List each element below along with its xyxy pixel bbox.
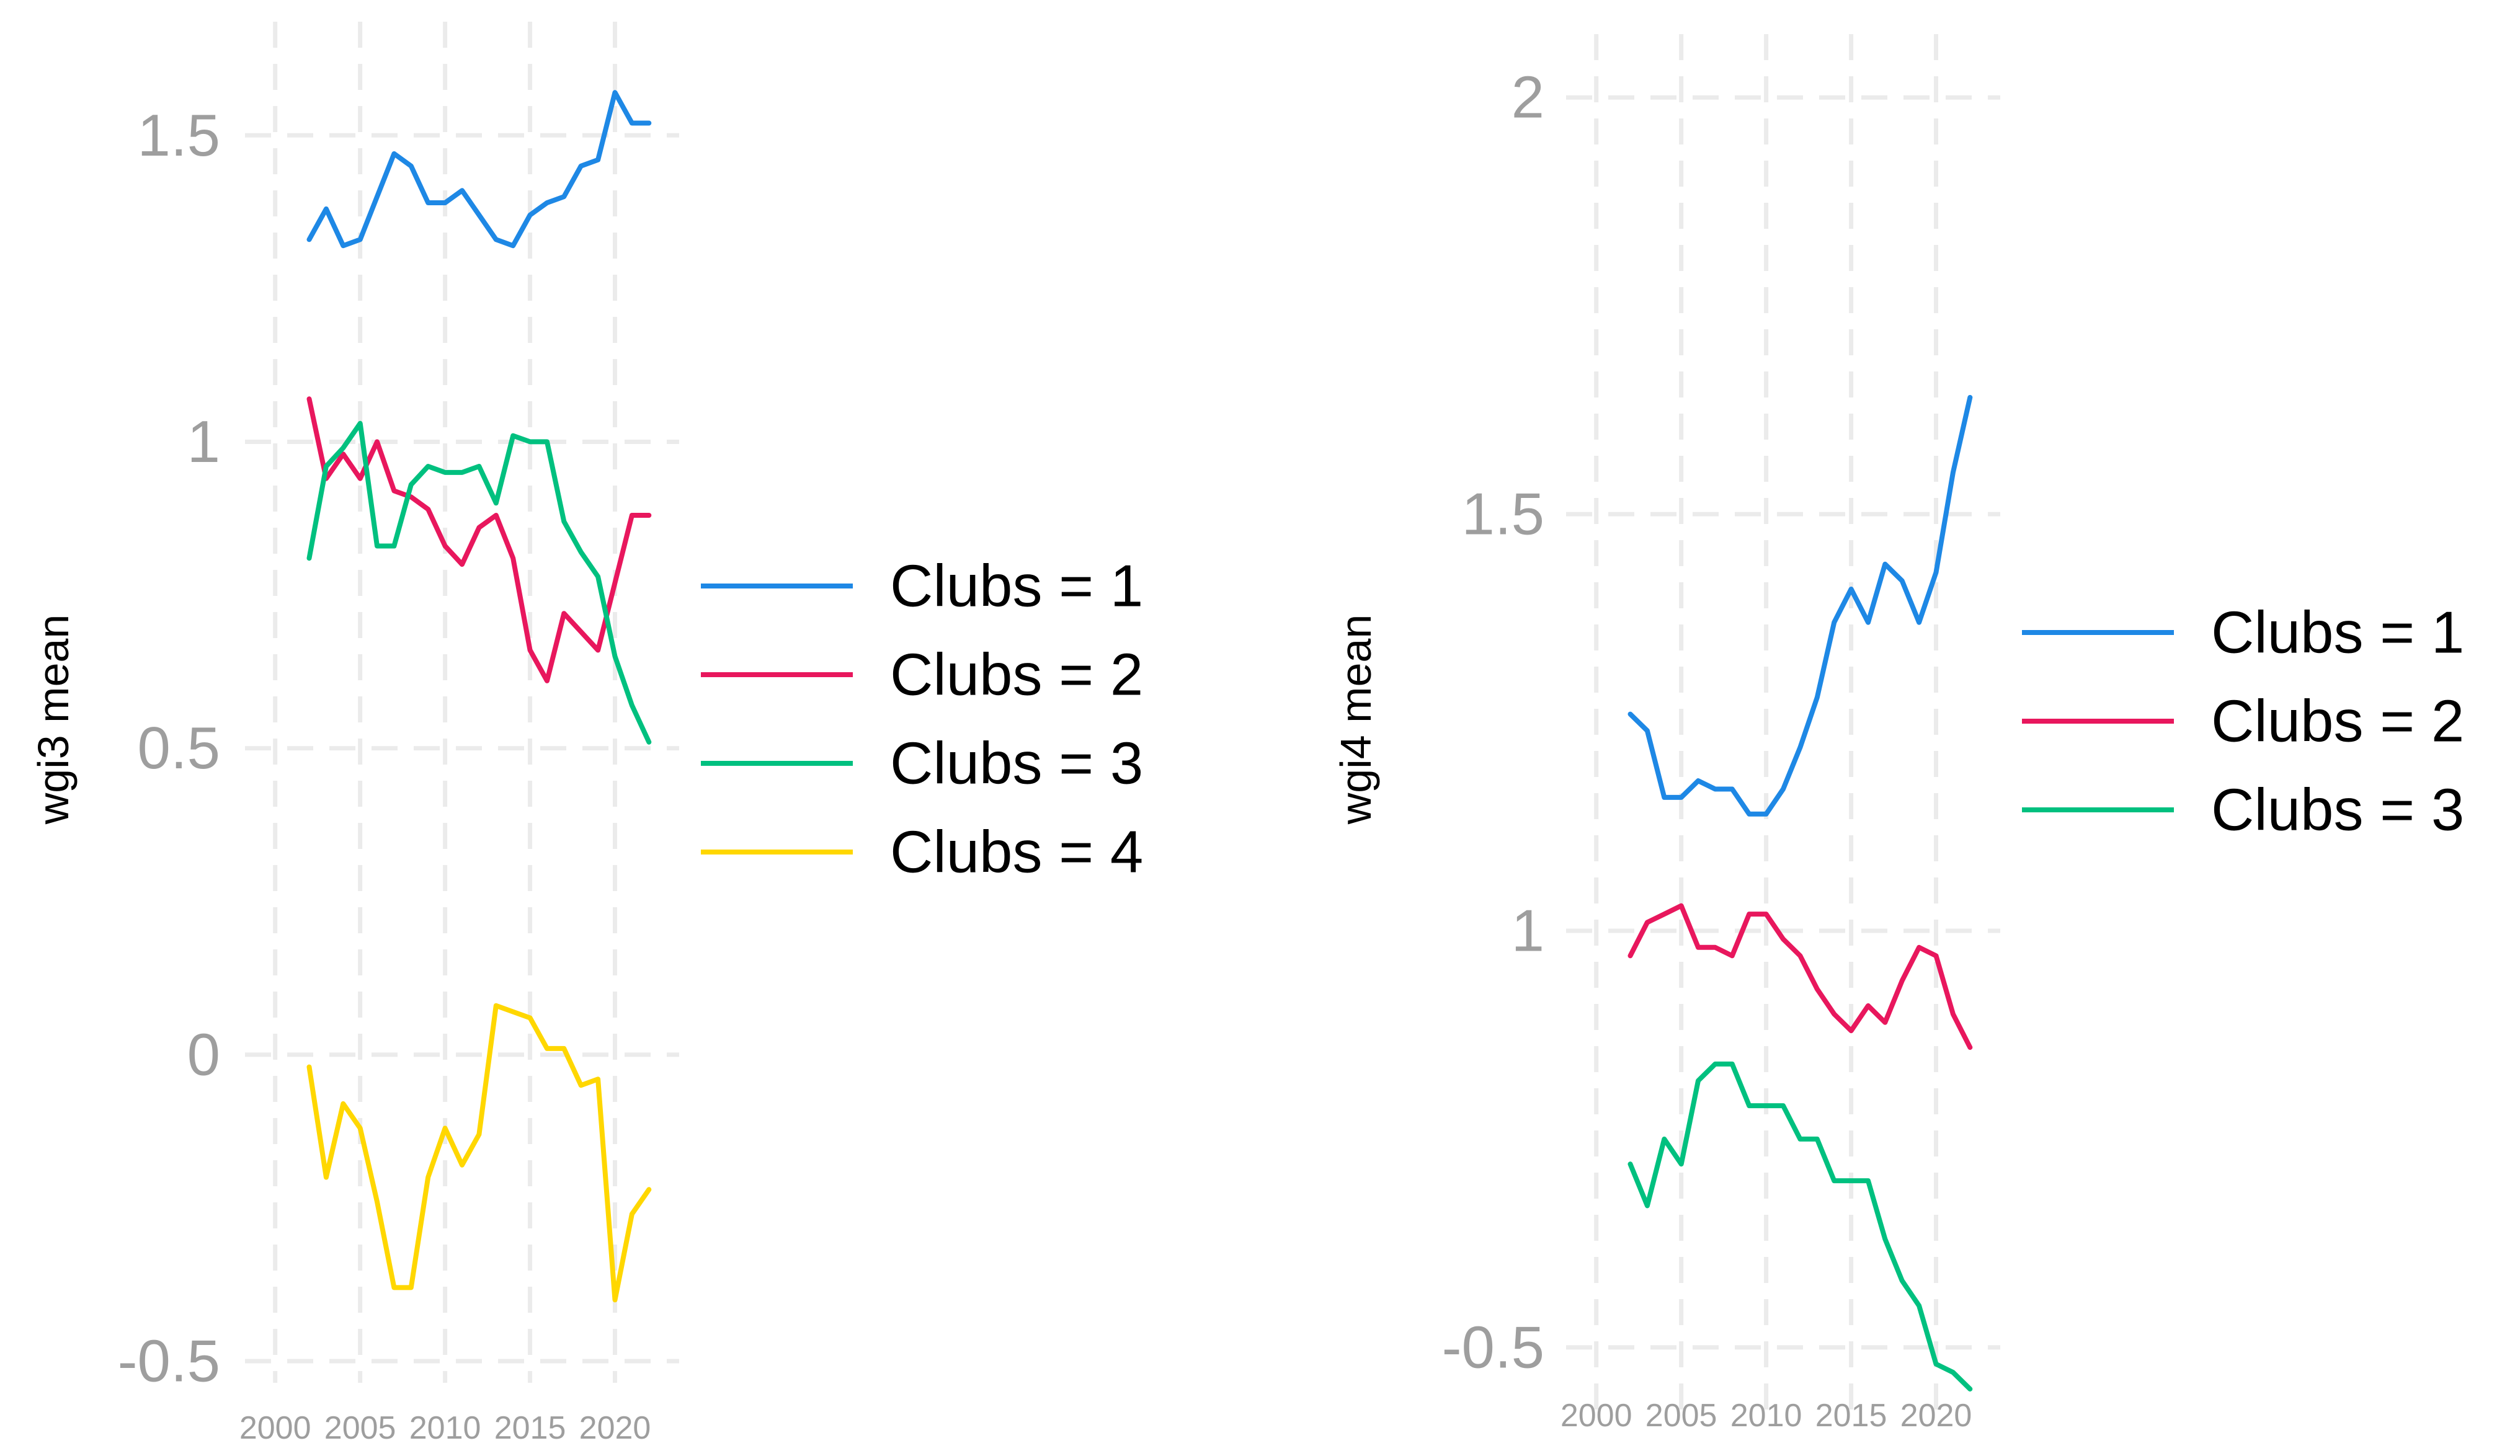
gridlines	[1566, 34, 2000, 1411]
legend-label: Clubs = 3	[890, 730, 1143, 797]
legend-label: Clubs = 1	[890, 553, 1143, 619]
x-tick-label: 2010	[409, 1410, 481, 1446]
legend-label: Clubs = 3	[2211, 777, 2464, 843]
series-line-clubs-1	[306, 90, 652, 249]
series-line-clubs-4	[306, 1003, 652, 1303]
legend-label: Clubs = 1	[2211, 600, 2464, 666]
legend-label: Clubs = 2	[2211, 688, 2464, 755]
y-tick-label: -0.5	[1442, 1314, 1544, 1380]
x-tick-label: 2015	[1815, 1398, 1887, 1434]
series-line-clubs-3	[306, 420, 652, 745]
y-tick-label: 1.5	[1462, 481, 1544, 548]
y-axis-title: wgi3 mean	[29, 615, 78, 825]
x-tick-label: 2005	[1645, 1398, 1717, 1434]
y-tick-label: 0	[187, 1021, 220, 1088]
gridlines	[245, 22, 679, 1383]
y-tick-label: 1	[187, 409, 220, 475]
series-line-clubs-2	[1627, 903, 1973, 1050]
series-line-clubs-1	[1627, 394, 1973, 817]
y-tick-label: 1	[1512, 897, 1544, 964]
y-tick-label: -0.5	[118, 1328, 220, 1395]
y-tick-label: 2	[1512, 64, 1544, 131]
chart-panel-wgi4: -0.5 1 1.5 2 2000 2005 2010 2015 2020 wgi4 mean Cl…	[1332, 34, 2464, 1434]
x-tick-label: 2020	[579, 1410, 651, 1446]
y-tick-label: 0.5	[138, 715, 220, 781]
chart-panel-wgi3: -0.5 0 0.5 1 1.5 2000 2005 2010 2015 2020 wgi3 mea…	[29, 22, 1143, 1446]
x-tick-label: 2000	[1561, 1398, 1632, 1434]
y-tick-label: 1.5	[138, 102, 220, 169]
x-tick-label: 2010	[1730, 1398, 1802, 1434]
x-tick-label: 2020	[1900, 1398, 1972, 1434]
x-tick-label: 2005	[324, 1410, 396, 1446]
legend: Clubs = 1 Clubs = 2 Clubs = 3	[2022, 600, 2464, 843]
legend-label: Clubs = 2	[890, 642, 1143, 708]
x-tick-label: 2000	[239, 1410, 311, 1446]
y-axis-title: wgi4 mean	[1332, 615, 1380, 825]
legend: Clubs = 1 Clubs = 2 Clubs = 3 Clubs = 4	[701, 553, 1143, 886]
x-tick-label: 2015	[494, 1410, 566, 1446]
series-line-clubs-3	[1627, 1061, 1973, 1392]
legend-label: Clubs = 4	[890, 819, 1143, 886]
